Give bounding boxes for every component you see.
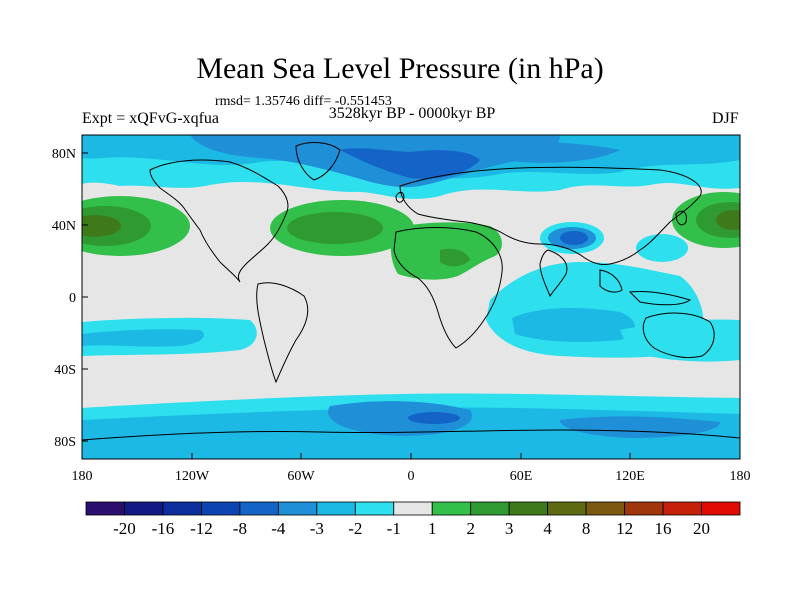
lon-tick-label: 120W (175, 469, 210, 484)
colorbar-swatch (624, 501, 664, 516)
colorbar-label: 2 (466, 519, 475, 538)
colorbar-swatch (277, 501, 318, 516)
map-title: Mean Sea Level Pressure (in hPa) (196, 52, 604, 85)
colorbar-label: 8 (582, 519, 591, 538)
colorbar-swatch (508, 501, 549, 516)
colorbar-swatch (162, 501, 202, 516)
africa-high-core (440, 248, 470, 267)
experiment-label: Expt = xQFvG-xqfua (82, 110, 220, 127)
colorbar-label: 20 (693, 519, 710, 538)
southern-ocean-mid-east (560, 416, 720, 438)
colorbar-swatch (124, 501, 164, 516)
coastlines (82, 142, 740, 441)
colorbar: -20 -16 -12 -8 -4 -3 -2 -1 1 2 3 4 8 12 16 20 (85, 501, 741, 538)
atlantic-high-core (287, 212, 383, 244)
colorbar-swatch (239, 501, 279, 516)
colorbar-label: -8 (233, 519, 247, 538)
colorbar-swatch (431, 501, 472, 516)
lat-tick-label: 40N (52, 219, 76, 234)
southern-ocean-core (408, 412, 460, 424)
colorbar-label: 16 (655, 519, 672, 538)
rmsd-stats: rmsd= 1.35746 diff= -0.551453 (215, 94, 392, 109)
lat-tick-label: 0 (69, 291, 76, 306)
colorbar-swatch (701, 501, 741, 516)
lon-tick-label: 60E (510, 469, 533, 484)
colorbar-label: 4 (543, 519, 552, 538)
colorbar-swatch (470, 501, 510, 516)
colorbar-label: 12 (616, 519, 633, 538)
lon-tick-label: 120E (615, 469, 645, 484)
colorbar-swatch (85, 501, 125, 516)
arctic-low-blue (340, 148, 480, 179)
pacific-west-cyan (636, 234, 688, 262)
south-australia-cyan (620, 319, 740, 362)
lon-tick-label: 180 (730, 469, 751, 484)
asia-low-core (560, 231, 588, 245)
lon-tick-label: 60W (287, 469, 315, 484)
colorbar-label: -2 (348, 519, 362, 538)
arctic-patch-east (470, 140, 620, 163)
colorbar-swatch (662, 501, 702, 516)
colorbar-label: -12 (190, 519, 213, 538)
lon-axis: 180 120W 60W 0 60E 120E 180 (72, 453, 751, 484)
colorbar-swatch (316, 501, 356, 516)
lat-tick-label: 80N (52, 147, 76, 162)
colorbar-swatch (585, 501, 625, 516)
colorbar-swatch (393, 501, 433, 516)
colorbar-label: -20 (113, 519, 136, 538)
season-label: DJF (712, 110, 739, 127)
lat-axis: 80N 40N 0 40S 80S (52, 147, 88, 450)
lat-tick-label: 40S (54, 363, 76, 378)
south-pacific-light-west (82, 329, 204, 347)
colorbar-label: -16 (152, 519, 175, 538)
colorbar-label: -4 (271, 519, 286, 538)
contour-field (82, 135, 740, 459)
colorbar-label: -1 (387, 519, 401, 538)
pacific-high-west-core (82, 215, 121, 237)
pacific-high-east-core (716, 210, 740, 230)
lon-tick-label: 0 (408, 469, 415, 484)
colorbar-swatch (201, 501, 241, 516)
colorbar-label: 3 (505, 519, 514, 538)
colorbar-swatch (547, 501, 587, 516)
indian-ocean-light-blue (512, 308, 635, 342)
colorbar-label: -3 (310, 519, 324, 538)
period-label: 3528kyr BP - 0000kyr BP (328, 105, 496, 122)
southern-ocean-mid-blue (328, 401, 472, 436)
colorbar-label: 1 (428, 519, 437, 538)
colorbar-swatch (354, 501, 395, 516)
lon-tick-label: 180 (72, 469, 93, 484)
lat-tick-label: 80S (54, 435, 76, 450)
